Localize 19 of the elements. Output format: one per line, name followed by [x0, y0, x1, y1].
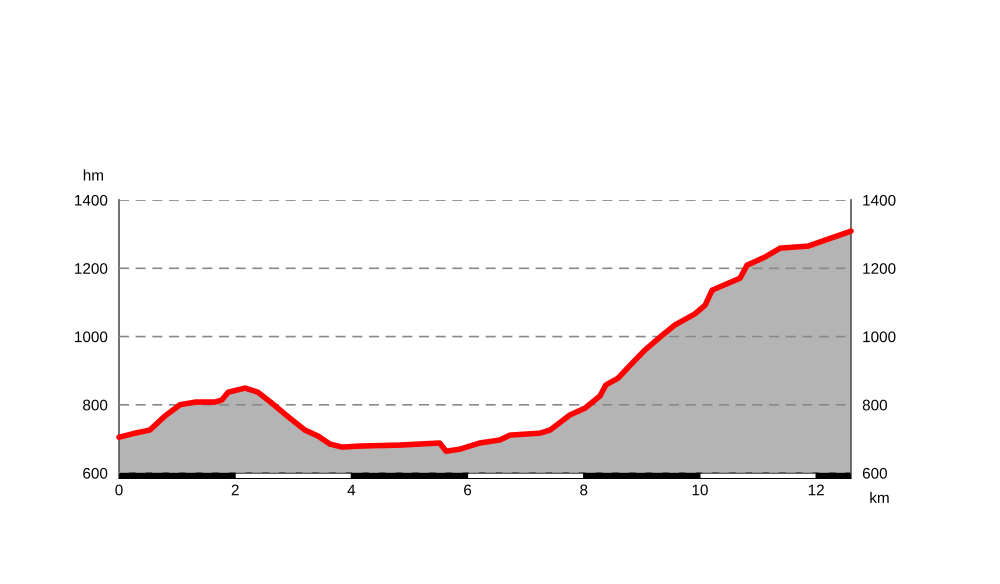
x-tick-label: 0 [115, 484, 123, 496]
y2-tick-label: 1000 [863, 331, 896, 342]
y2-tick-label: 800 [862, 400, 888, 410]
x-tick-label: 12 [808, 484, 824, 496]
x-tick-label: 10 [692, 484, 708, 496]
y-tick-label: 800 [83, 400, 108, 410]
y2-tick-label: 1200 [863, 263, 896, 274]
x-tick-label: 4 [347, 484, 356, 496]
x-axis-title: km [870, 492, 889, 503]
x-tick-label: 2 [232, 484, 239, 496]
y-tick-label: 1000 [75, 331, 108, 342]
x-tick-label: 6 [464, 484, 472, 496]
y-axis-title: hm [84, 169, 103, 180]
y-tick-label: 600 [83, 468, 108, 479]
y2-tick-label: 600 [862, 468, 888, 479]
x-tick-label: 8 [580, 484, 588, 496]
y-tick-label: 1200 [75, 263, 108, 274]
y-tick-label: 1400 [75, 194, 108, 206]
y2-tick-label: 1400 [863, 194, 896, 206]
